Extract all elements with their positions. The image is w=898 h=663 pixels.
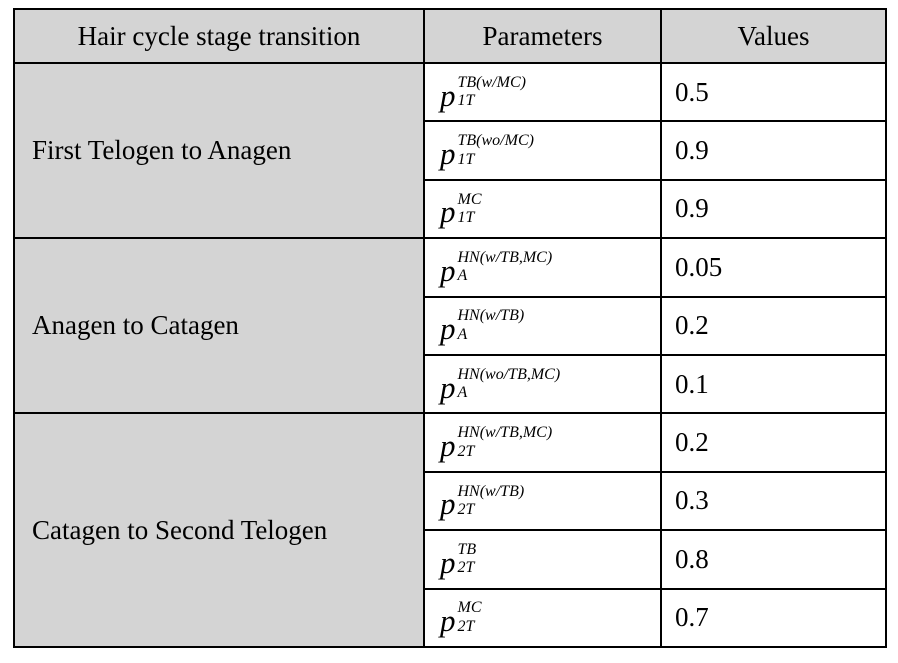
value-cell: 0.2 <box>660 412 887 473</box>
parameter-subscript: 2T <box>457 559 475 577</box>
value-cell: 0.2 <box>660 295 887 356</box>
parameter-scripts: HN(w/TB) A <box>458 307 525 344</box>
table-row: First Telogen to Anagen p TB(w/MC) 1T 0.5 <box>13 61 887 240</box>
value-cell: 0.9 <box>660 120 887 181</box>
parameter-subscript: A <box>457 384 468 402</box>
parameter-symbol: p MC 2T <box>440 599 482 636</box>
parameter-symbol: p HN(w/TB) 2T <box>440 483 524 520</box>
parameter-cell: p HN(w/TB,MC) A <box>423 237 662 298</box>
value-cell: 0.05 <box>660 237 887 298</box>
parameter-base: p <box>440 136 456 172</box>
parameter-subscript: A <box>457 325 468 343</box>
parameter-cell: p MC 1T <box>423 178 662 240</box>
parameter-symbol: p HN(w/TB,MC) 2T <box>440 424 552 461</box>
transition-cell: Anagen to Catagen <box>13 237 425 415</box>
parameter-scripts: HN(wo/TB,MC) A <box>458 366 561 403</box>
parameter-subscript: 1T <box>457 208 475 226</box>
parameter-symbol: p TB(wo/MC) 1T <box>440 132 534 169</box>
value-cell: 0.7 <box>660 587 887 649</box>
header-parameters: Parameters <box>423 8 662 64</box>
table-row: p TB(wo/MC) 1T 0.9 <box>14 120 887 181</box>
parameter-subscript: 2T <box>457 500 475 518</box>
value-cell: 0.5 <box>660 61 887 123</box>
parameter-superscript: HN(w/TB) <box>457 482 525 500</box>
parameter-cell: p TB 2T <box>423 529 662 590</box>
table-row: p HN(wo/TB,MC) A 0.1 <box>14 353 887 415</box>
parameter-base: p <box>440 544 456 580</box>
parameter-base: p <box>440 428 456 464</box>
parameter-base: p <box>440 603 456 639</box>
table-row: Anagen to Catagen p HN(w/TB,MC) A 0.05 <box>13 237 887 415</box>
parameter-symbol: p HN(w/TB) A <box>440 307 524 344</box>
parameter-scripts: TB(wo/MC) 1T <box>458 132 534 169</box>
parameter-cell: p MC 2T <box>423 587 662 649</box>
parameter-symbol: p HN(wo/TB,MC) A <box>440 366 560 403</box>
parameter-superscript: MC <box>457 599 482 617</box>
parameter-subscript: 2T <box>457 442 475 460</box>
table-row: p MC 1T 0.9 <box>14 178 887 240</box>
parameter-base: p <box>440 194 456 230</box>
table-row: p HN(w/TB) 2T 0.3 <box>14 470 887 532</box>
parameter-cell: p TB(w/MC) 1T <box>423 61 662 123</box>
parameter-superscript: TB <box>457 540 477 558</box>
parameter-superscript: HN(w/TB,MC) <box>457 248 553 266</box>
parameter-scripts: TB(w/MC) 1T <box>458 74 526 111</box>
value-cell: 0.1 <box>660 353 887 415</box>
parameter-scripts: HN(w/TB) 2T <box>458 483 525 520</box>
parameter-scripts: MC 2T <box>458 599 482 636</box>
parameter-superscript: TB(w/MC) <box>457 73 526 91</box>
parameter-subscript: 2T <box>457 617 475 635</box>
parameter-scripts: HN(w/TB,MC) A <box>458 249 553 286</box>
parameter-scripts: MC 1T <box>458 191 482 228</box>
table-body: First Telogen to Anagen p TB(w/MC) 1T 0.5 p TB… <box>13 61 887 649</box>
parameter-symbol: p MC 1T <box>440 191 482 228</box>
parameter-superscript: HN(wo/TB,MC) <box>457 365 561 383</box>
parameter-subscript: 1T <box>457 150 475 168</box>
table-row: p MC 2T 0.7 <box>14 587 887 649</box>
parameter-superscript: HN(w/TB,MC) <box>457 424 553 442</box>
parameter-scripts: HN(w/TB,MC) 2T <box>458 424 553 461</box>
parameter-scripts: TB 2T <box>458 541 477 578</box>
parameter-base: p <box>440 369 456 405</box>
parameter-superscript: MC <box>457 190 482 208</box>
hair-cycle-parameters-table: Hair cycle stage transition Parameters V… <box>13 8 887 649</box>
parameter-cell: p HN(wo/TB,MC) A <box>423 353 662 415</box>
parameter-base: p <box>440 311 456 347</box>
parameter-cell: p HN(w/TB) 2T <box>423 470 662 532</box>
table-row: p HN(w/TB) A 0.2 <box>14 295 887 356</box>
value-cell: 0.3 <box>660 470 887 532</box>
parameter-base: p <box>440 77 456 113</box>
parameter-superscript: HN(w/TB) <box>457 307 525 325</box>
parameter-symbol: p TB 2T <box>440 541 476 578</box>
parameter-base: p <box>440 486 456 522</box>
transition-cell: First Telogen to Anagen <box>13 61 425 240</box>
parameter-symbol: p TB(w/MC) 1T <box>440 74 526 111</box>
parameter-superscript: TB(wo/MC) <box>457 132 534 150</box>
parameter-cell: p HN(w/TB,MC) 2T <box>423 412 662 473</box>
parameter-base: p <box>440 252 456 288</box>
value-cell: 0.9 <box>660 178 887 240</box>
parameter-cell: p HN(w/TB) A <box>423 295 662 356</box>
header-values: Values <box>660 8 887 64</box>
header-row: Hair cycle stage transition Parameters V… <box>13 8 887 64</box>
parameter-subscript: A <box>457 267 468 285</box>
parameter-cell: p TB(wo/MC) 1T <box>423 120 662 181</box>
parameter-symbol: p HN(w/TB,MC) A <box>440 249 552 286</box>
parameter-subscript: 1T <box>457 92 475 110</box>
header-transition: Hair cycle stage transition <box>13 8 425 64</box>
table-row: Catagen to Second Telogen p HN(w/TB,MC) 2T 0… <box>13 412 887 648</box>
transition-cell: Catagen to Second Telogen <box>13 412 425 648</box>
table-row: p TB 2T 0.8 <box>14 529 887 590</box>
value-cell: 0.8 <box>660 529 887 590</box>
